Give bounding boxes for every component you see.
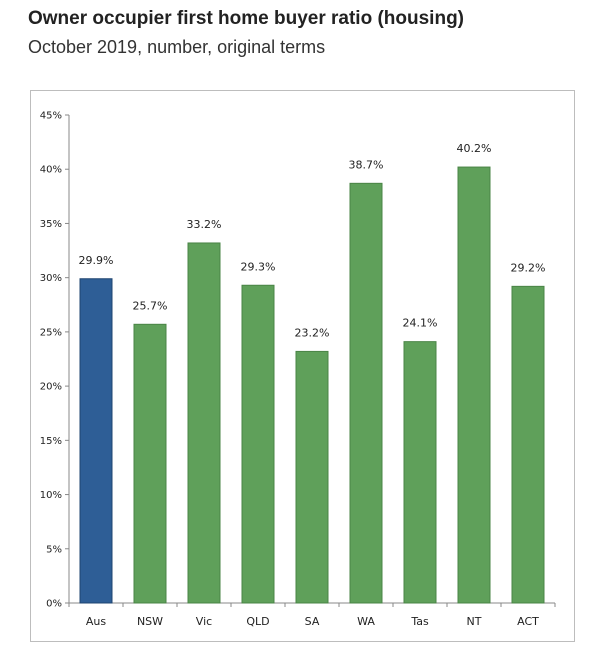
chart-title: Owner occupier first home buyer ratio (h… — [28, 8, 464, 29]
y-tick-label: 5% — [46, 544, 62, 555]
data-label: 29.9% — [79, 254, 114, 267]
bar-aus — [79, 278, 113, 604]
data-label: 23.2% — [295, 326, 330, 339]
bar-act — [511, 285, 545, 604]
data-label: 40.2% — [457, 142, 492, 155]
y-tick-label: 45% — [40, 111, 62, 122]
y-tick-label: 15% — [40, 436, 62, 447]
bar-sa — [295, 350, 329, 604]
bar-vic — [187, 242, 221, 604]
y-tick-label: 10% — [40, 490, 62, 501]
y-tick-label: 25% — [40, 327, 62, 338]
x-tick-label: ACT — [517, 615, 539, 628]
y-tick-label: 40% — [40, 165, 62, 176]
data-label: 25.7% — [133, 299, 168, 312]
x-tick-label: Vic — [196, 615, 212, 628]
data-label: 29.2% — [511, 261, 546, 274]
y-tick-label: 20% — [40, 382, 62, 393]
bar-wa — [349, 182, 383, 604]
x-tick-label: QLD — [246, 615, 269, 628]
x-tick-label: WA — [357, 615, 375, 628]
chart-labels: 29.9% Aus 25.7% NSW 33.2% Vic 29.3% QLD 23.2% SA 3… — [79, 142, 546, 628]
data-label: 29.3% — [241, 260, 276, 273]
x-tick-label: Aus — [86, 615, 106, 628]
data-label: 24.1% — [403, 317, 438, 330]
data-label: 33.2% — [187, 218, 222, 231]
bar-tas — [403, 341, 437, 604]
chart-bars — [79, 166, 545, 604]
data-label: 38.7% — [349, 158, 384, 171]
chart-subtitle: October 2019, number, original terms — [28, 37, 326, 57]
x-tick-label: Tas — [410, 615, 429, 628]
y-tick-label: 35% — [40, 219, 62, 230]
x-tick-label: NSW — [137, 615, 163, 628]
y-tick-label: 0% — [46, 599, 62, 610]
bar-nt — [457, 166, 491, 604]
bar-qld — [241, 284, 275, 604]
y-tick-label: 30% — [40, 273, 62, 284]
bar-nsw — [133, 323, 167, 604]
x-tick-label: SA — [305, 615, 320, 628]
x-tick-label: NT — [467, 615, 482, 628]
